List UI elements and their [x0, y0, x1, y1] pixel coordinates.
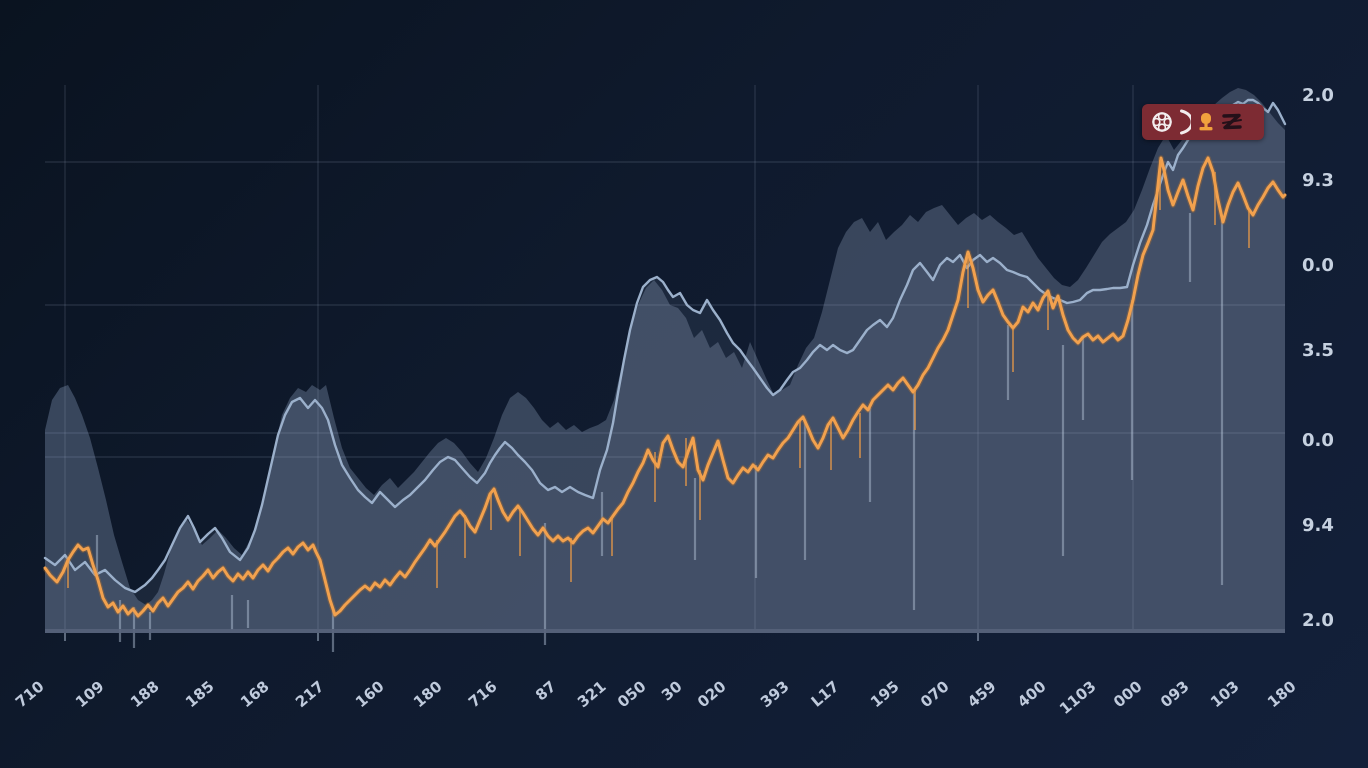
x-tick-label: 160: [352, 677, 388, 711]
y-tick-label: 2.0: [1302, 85, 1334, 106]
x-tick-label: 180: [410, 677, 446, 711]
mountain-area-fill: [45, 88, 1285, 633]
knot-icon: [1150, 110, 1174, 134]
x-tick-label: 180: [1264, 677, 1300, 711]
x-tick-label: 188: [127, 677, 163, 711]
watermark-badge: [1142, 104, 1264, 140]
x-tick-label: 070: [917, 677, 953, 711]
orange-series-line: [43, 156, 1287, 618]
y-tick-label: 0.0: [1302, 255, 1334, 276]
x-tick-label: 1103: [1056, 677, 1100, 718]
y-tick-label: 9.4: [1302, 515, 1334, 536]
x-tick-label: 109: [72, 677, 108, 711]
x-tick-label: 321: [574, 677, 610, 711]
crescent-icon: [1179, 109, 1191, 135]
x-tick-label: 000: [1110, 677, 1146, 711]
x-tick-label: 103: [1207, 677, 1243, 711]
y-tick-label: 9.3: [1302, 170, 1334, 191]
x-tick-label: L17: [808, 677, 843, 710]
x-tick-label: 168: [237, 677, 273, 711]
x-tick-label: 710: [12, 677, 48, 711]
x-tick-label: 393: [757, 677, 793, 711]
x-axis-line: [45, 629, 1285, 633]
y-tick-label: 0.0: [1302, 430, 1334, 451]
x-tick-label: 217: [292, 677, 328, 711]
blue-series-line: [43, 98, 1287, 594]
x-tick-label: 020: [694, 677, 730, 711]
x-tick-label: 87: [532, 677, 560, 704]
blue-series-fill: [45, 100, 1285, 633]
x-tick-label: 093: [1157, 677, 1193, 711]
x-tick-label: 400: [1014, 677, 1050, 711]
y-tick-label: 3.5: [1302, 340, 1334, 361]
x-tick-label: 195: [867, 677, 903, 711]
x-tick-label: 185: [182, 677, 218, 711]
scribble-icon: [1221, 112, 1243, 132]
x-tick-label: 30: [658, 677, 686, 704]
x-tick-label: 459: [964, 677, 1000, 711]
x-tick-label: 050: [614, 677, 650, 711]
x-tick-label: 716: [465, 677, 501, 711]
y-tick-label: 2.0: [1302, 610, 1334, 631]
trophy-icon: [1196, 111, 1216, 133]
